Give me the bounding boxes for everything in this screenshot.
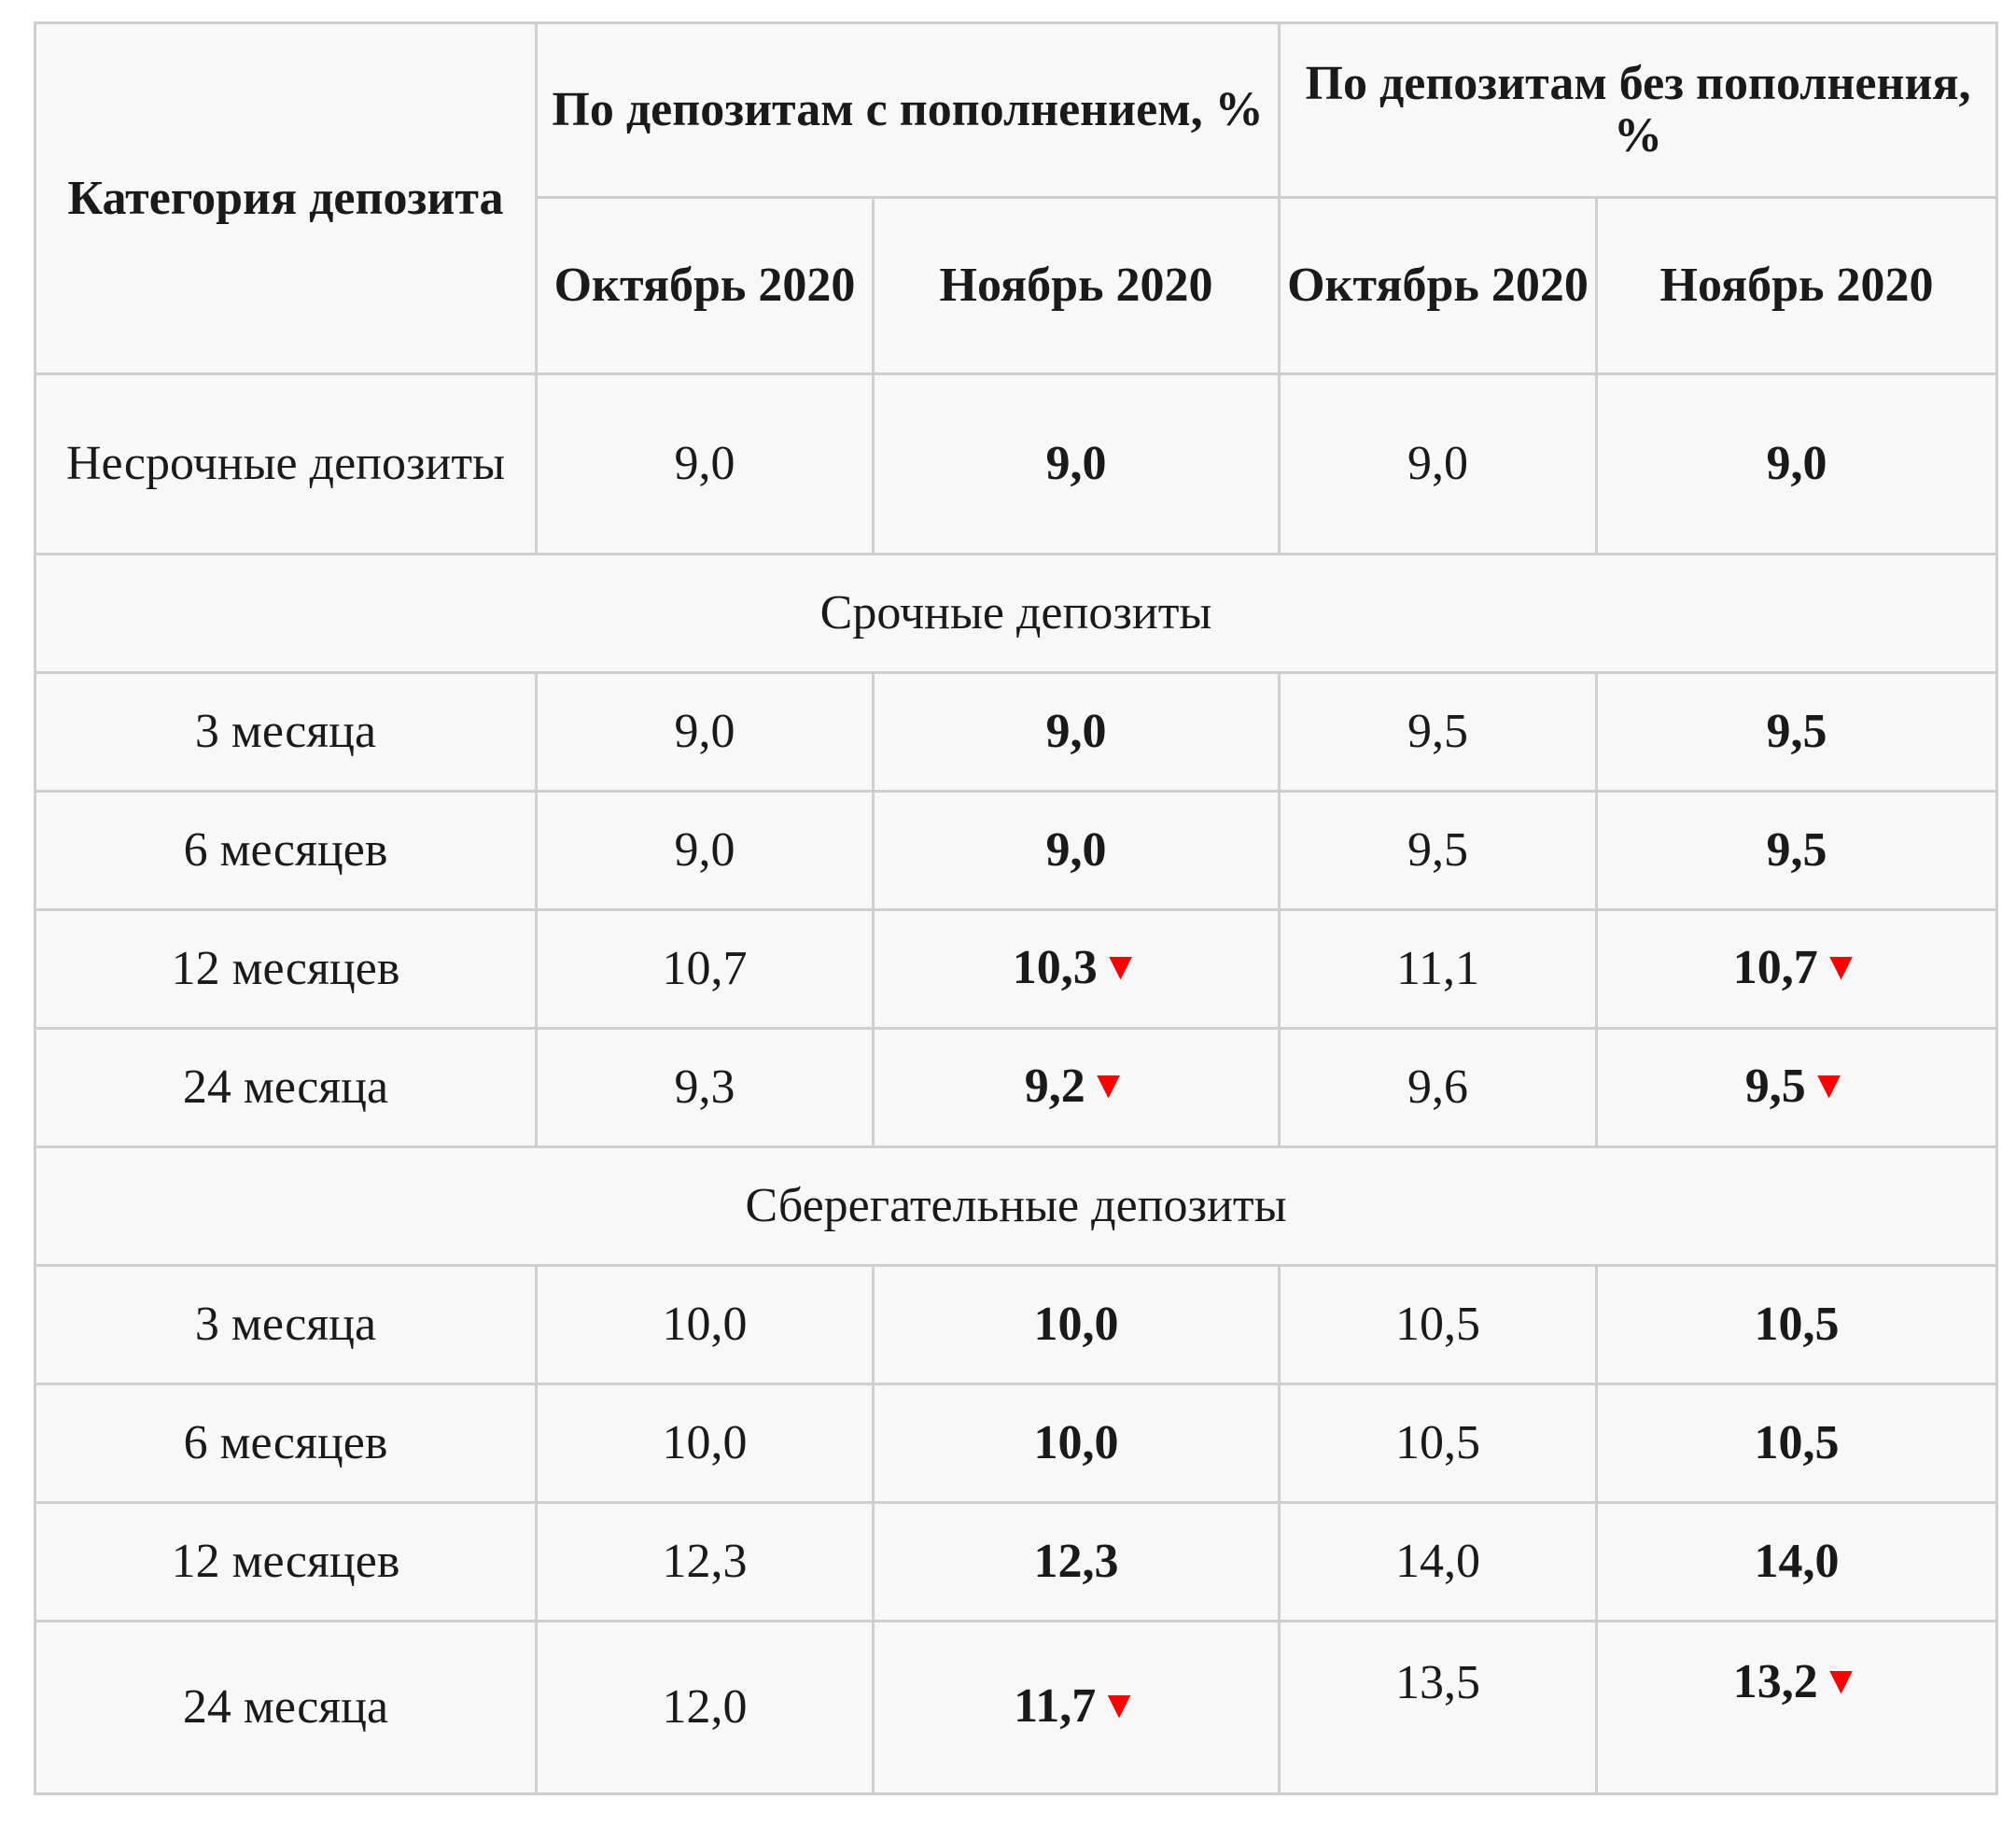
without-topup-header: По депозитам без пополнения, % [1278,21,1999,199]
without-oct-cell: 9,0 [1278,372,1599,555]
with-nov-cell: 12,3 [871,1501,1281,1622]
with-nov-cell: 10,3▼ [871,908,1281,1030]
with-nov-cell: 10,0 [871,1383,1281,1504]
header-row-2: Октябрь 2020 Ноябрь 2020 Октябрь 2020 Но… [35,196,1999,375]
value: 11,7 [1014,1679,1097,1733]
section-label-term: Срочные депозиты [33,553,1999,674]
without-nov-cell: 9,5▼ [1595,1027,1999,1148]
row-label: 24 месяца [34,1027,538,1148]
row-label: 12 месяцев [34,908,538,1030]
with-oct-cell: 9,3 [535,1027,875,1148]
with-oct-header: Октябрь 2020 [535,196,875,375]
without-nov-cell: 10,5 [1595,1264,1999,1385]
value: 10,7 [1732,940,1818,994]
down-arrow-icon: ▼ [1100,945,1141,989]
down-arrow-icon: ▼ [1821,1659,1861,1703]
table-row: 24 месяца 12,0 11,7▼ 13,5 13,2▼ [34,1620,1999,1795]
row-label: Несрочные депозиты [34,372,538,555]
row-label: 6 месяцев [34,1383,538,1504]
row-label: 6 месяцев [34,790,538,911]
table-row: 12 месяцев 12,3 12,3 14,0 14,0 [34,1501,1999,1622]
with-oct-cell: 10,0 [535,1264,875,1385]
with-oct-cell: 9,0 [535,372,875,555]
without-nov-header: Ноябрь 2020 [1595,196,1999,375]
with-nov-cell: 10,0 [871,1264,1281,1385]
section-label-savings: Сберегательные депозиты [33,1145,1999,1267]
with-oct-cell: 12,0 [535,1620,875,1795]
down-arrow-icon: ▼ [1088,1063,1128,1107]
table-row: 6 месяцев 9,0 9,0 9,5 9,5 [34,790,1999,911]
with-nov-cell: 11,7▼ [871,1620,1281,1795]
with-oct-cell: 9,0 [535,790,875,911]
table-row: 12 месяцев 10,7 10,3▼ 11,1 10,7▼ [34,908,1999,1030]
without-oct-cell: 10,5 [1278,1264,1599,1385]
without-oct-cell: 14,0 [1278,1501,1599,1622]
table-row: 3 месяца 9,0 9,0 9,5 9,5 [34,671,1999,793]
value: 9,2 [1024,1059,1085,1113]
down-arrow-icon: ▼ [1099,1683,1139,1727]
with-nov-cell: 9,2▼ [871,1027,1281,1148]
without-nov-cell: 10,7▼ [1595,908,1999,1030]
with-nov-cell: 9,0 [871,790,1281,911]
value-wrap: 13,2▼ [1733,1655,1861,1708]
deposit-rates-table: Категория депозита По депозитам с пополн… [33,21,1999,1795]
down-arrow-icon: ▼ [1821,945,1861,989]
without-nov-cell: 9,5 [1595,671,1999,793]
without-oct-header: Октябрь 2020 [1278,196,1599,375]
down-arrow-icon: ▼ [1809,1063,1849,1107]
with-oct-cell: 12,3 [535,1501,875,1622]
with-oct-cell: 9,0 [535,671,875,793]
with-nov-header: Ноябрь 2020 [871,196,1281,375]
value: 9,5 [1744,1059,1806,1113]
without-nov-cell: 9,5 [1595,790,1999,911]
without-oct-cell: 9,5 [1278,671,1599,793]
with-oct-cell: 10,7 [535,908,875,1030]
row-label: 3 месяца [34,1264,538,1385]
value: 13,2 [1732,1654,1818,1708]
table-row: Несрочные депозиты 9,0 9,0 9,0 9,0 [34,372,1999,555]
row-label: 3 месяца [34,671,538,793]
without-oct-cell: 9,6 [1278,1027,1599,1148]
category-header: Категория депозита [34,21,538,375]
with-nov-cell: 9,0 [871,671,1281,793]
with-nov-cell: 9,0 [871,372,1281,555]
value: 10,3 [1012,940,1098,994]
section-row-savings: Сберегательные депозиты [33,1145,1999,1267]
header-row-1: Категория депозита По депозитам с пополн… [34,21,1999,375]
table-row: 3 месяца 10,0 10,0 10,5 10,5 [34,1264,1999,1385]
without-oct-cell: 13,5 [1278,1620,1599,1795]
without-nov-cell: 14,0 [1595,1501,1999,1622]
value: 13,5 [1395,1656,1481,1709]
without-oct-cell: 11,1 [1278,908,1599,1030]
without-oct-cell: 9,5 [1278,790,1599,911]
without-oct-cell: 10,5 [1278,1383,1599,1504]
table-row: 24 месяца 9,3 9,2▼ 9,6 9,5▼ [34,1027,1999,1148]
row-label: 24 месяца [34,1620,538,1795]
row-label: 12 месяцев [34,1501,538,1622]
without-nov-cell: 9,0 [1595,372,1999,555]
with-topup-header: По депозитам с пополнением, % [534,21,1281,199]
without-nov-cell: 10,5 [1595,1383,1999,1504]
without-nov-cell: 13,2▼ [1595,1620,1999,1795]
table-row: 6 месяцев 10,0 10,0 10,5 10,5 [34,1383,1999,1504]
with-oct-cell: 10,0 [535,1383,875,1504]
section-row-term: Срочные депозиты [33,553,1999,674]
